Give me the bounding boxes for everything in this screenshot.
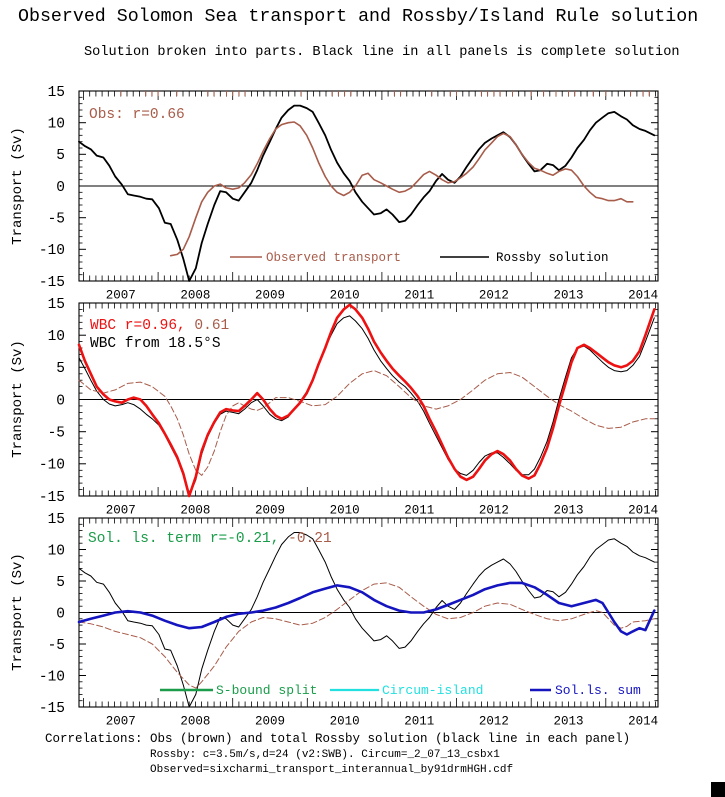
svg-text:2014: 2014 [628,504,658,518]
svg-text:2010: 2010 [330,289,360,303]
svg-text:-15: -15 [39,490,65,506]
svg-text:Circum-island: Circum-island [382,683,483,698]
svg-text:0: 0 [56,606,65,622]
svg-text:-10: -10 [39,458,65,474]
svg-text:-15: -15 [39,275,65,291]
svg-text:S-bound split: S-bound split [216,683,317,698]
svg-text:-5: -5 [48,638,65,654]
svg-text:10: 10 [48,543,65,559]
svg-text:2007: 2007 [106,715,136,729]
svg-text:2010: 2010 [330,715,360,729]
svg-text:2007: 2007 [106,504,136,518]
svg-text:-5: -5 [48,212,65,228]
svg-text:2012: 2012 [479,715,509,729]
svg-text:2012: 2012 [479,504,509,518]
svg-text:2009: 2009 [255,715,285,729]
svg-text:2010: 2010 [330,504,360,518]
svg-text:2013: 2013 [553,504,583,518]
svg-text:2011: 2011 [404,715,434,729]
svg-text:Sol. ls. term r=-0.21, -0.21: Sol. ls. term r=-0.21, -0.21 [88,531,332,547]
svg-text:2009: 2009 [255,289,285,303]
svg-text:15: 15 [48,85,65,101]
svg-text:10: 10 [48,117,65,133]
svg-text:WBC from 18.5°S: WBC from 18.5°S [90,336,221,352]
svg-text:WBC r=0.96, 0.61: WBC r=0.96, 0.61 [90,318,229,334]
svg-text:10: 10 [48,329,65,345]
svg-text:15: 15 [48,512,65,528]
svg-text:Observed transport: Observed transport [266,251,401,265]
svg-text:-10: -10 [39,243,65,259]
svg-text:Sol.ls. sum: Sol.ls. sum [555,683,641,698]
svg-text:5: 5 [56,361,65,377]
svg-text:-5: -5 [48,426,65,442]
svg-text:-10: -10 [39,669,65,685]
svg-text:0: 0 [56,180,65,196]
svg-text:0: 0 [56,393,65,409]
svg-text:5: 5 [56,575,65,591]
svg-text:Rossby solution: Rossby solution [496,251,609,265]
svg-text:2013: 2013 [553,289,583,303]
svg-text:5: 5 [56,148,65,164]
svg-text:2013: 2013 [553,715,583,729]
svg-text:2014: 2014 [628,289,658,303]
svg-text:2011: 2011 [404,289,434,303]
svg-text:2014: 2014 [628,715,658,729]
svg-text:2009: 2009 [255,504,285,518]
svg-text:Obs: r=0.66: Obs: r=0.66 [89,107,185,123]
svg-text:2008: 2008 [180,289,210,303]
svg-text:-15: -15 [39,701,65,717]
svg-text:2008: 2008 [180,504,210,518]
svg-text:2011: 2011 [404,504,434,518]
svg-text:2012: 2012 [479,289,509,303]
svg-text:2008: 2008 [180,715,210,729]
svg-text:2007: 2007 [106,289,136,303]
svg-text:15: 15 [48,297,65,313]
